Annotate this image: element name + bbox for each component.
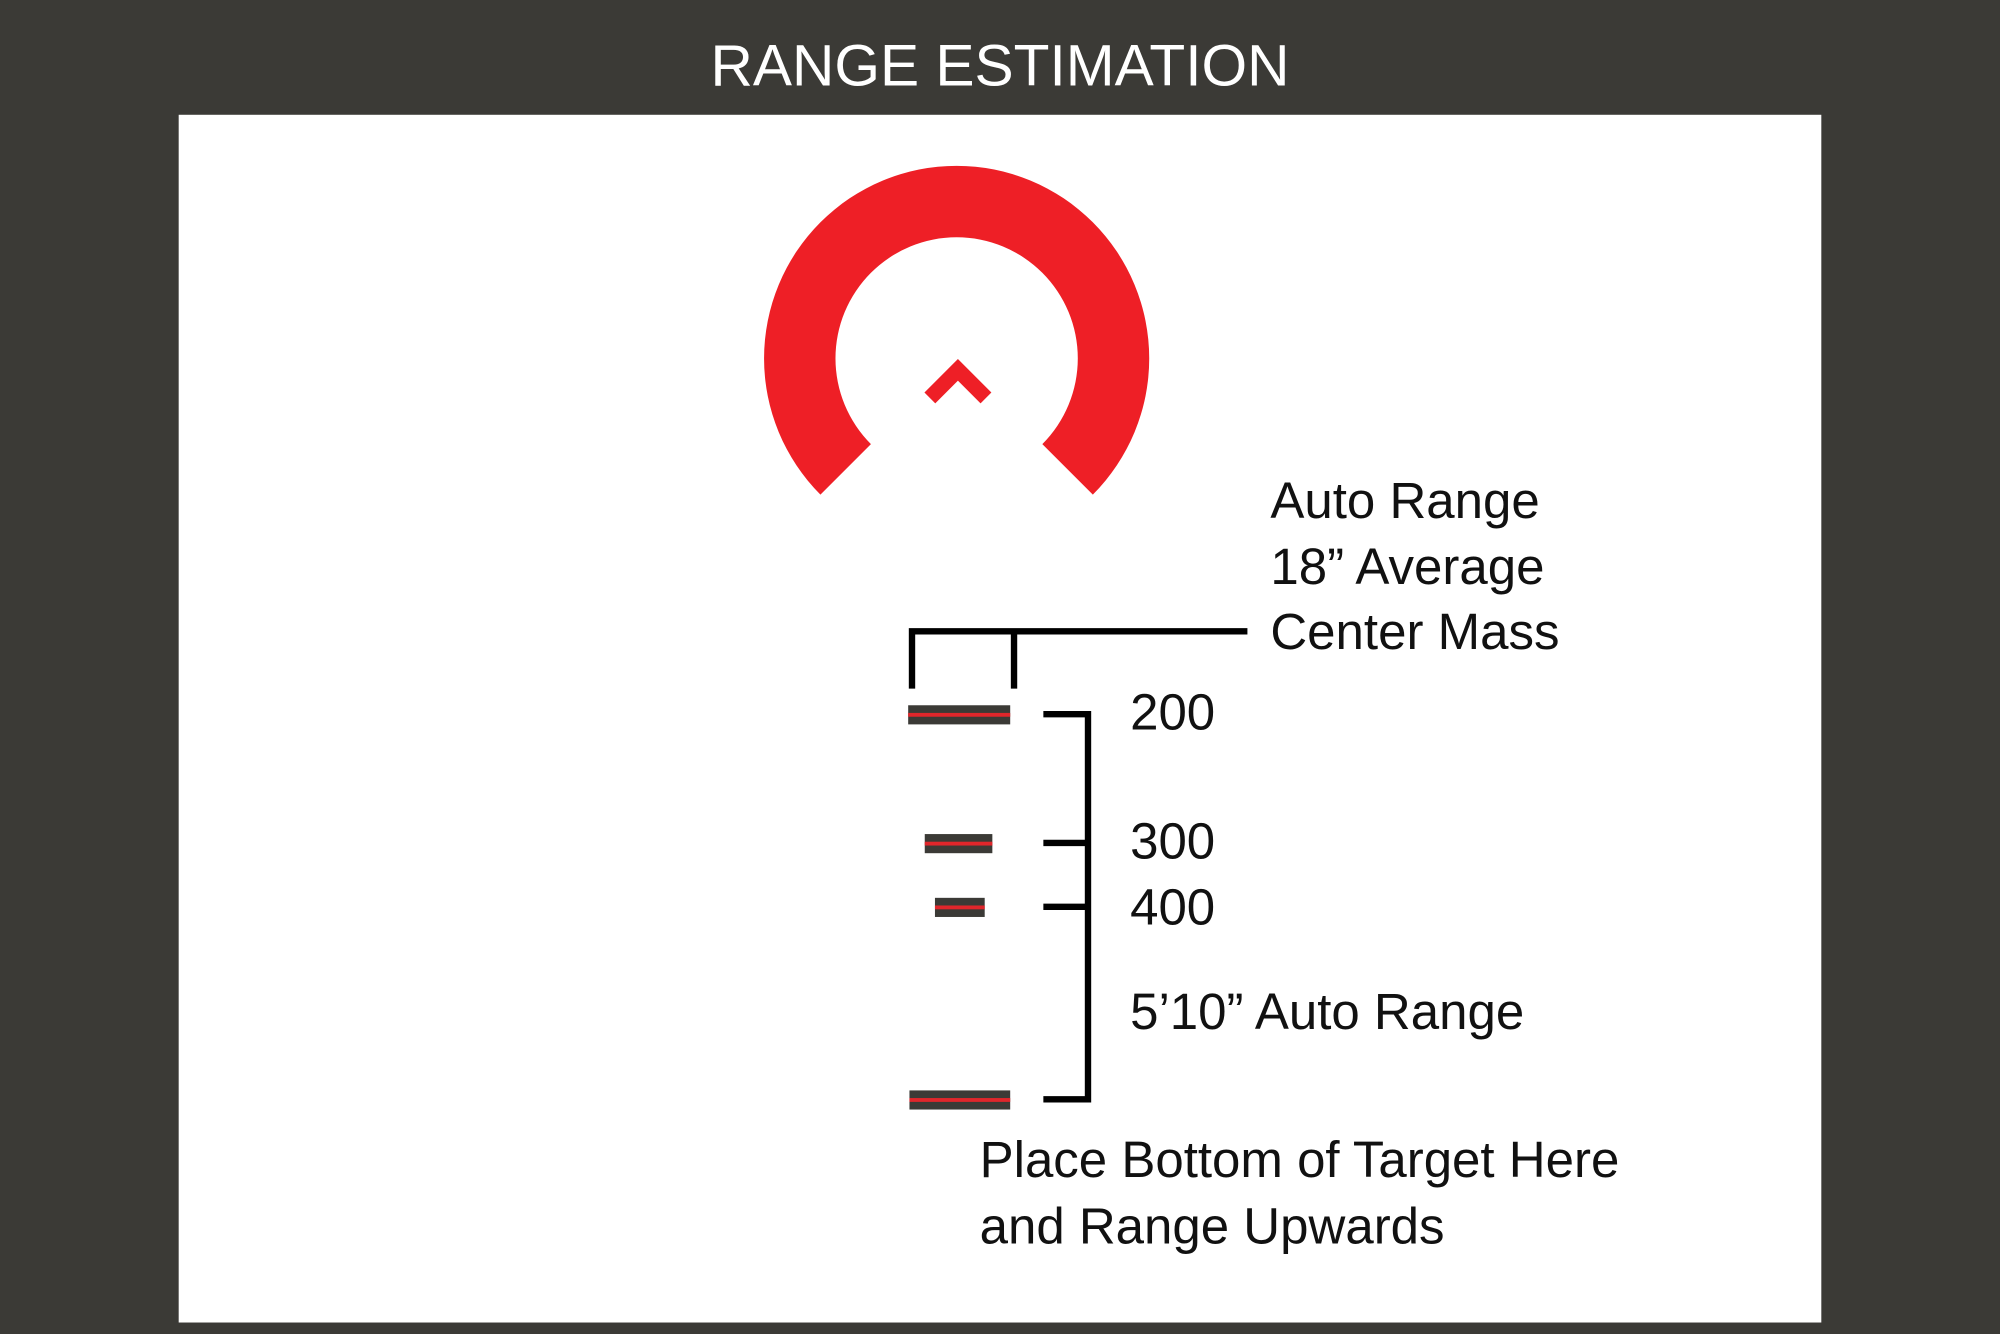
range-label-400: 400 <box>1130 879 1215 936</box>
top-label-line-2: 18” Average <box>1270 538 1544 595</box>
range-bracket <box>1043 710 1092 1103</box>
top-label-line-3: Center Mass <box>1270 603 1559 660</box>
bottom-label-line-2: and Range Upwards <box>980 1197 1445 1254</box>
height-label: 5’10” Auto Range <box>1130 983 1524 1040</box>
chevron-icon <box>924 359 992 404</box>
range-label-200: 200 <box>1130 683 1215 740</box>
stadia-bar-bottom <box>909 1090 1011 1110</box>
bottom-label-line-1: Place Bottom of Target Here <box>980 1131 1620 1188</box>
stadia-bar-300 <box>924 834 993 854</box>
title: RANGE ESTIMATION <box>710 33 1289 98</box>
top-label-line-1: Auto Range <box>1270 472 1539 529</box>
reticle-ring <box>764 165 1150 495</box>
stadia-bar-400 <box>934 897 985 917</box>
top-bracket <box>908 628 1248 689</box>
stadia-bar-200 <box>908 705 1011 725</box>
range-label-300: 300 <box>1130 812 1215 869</box>
